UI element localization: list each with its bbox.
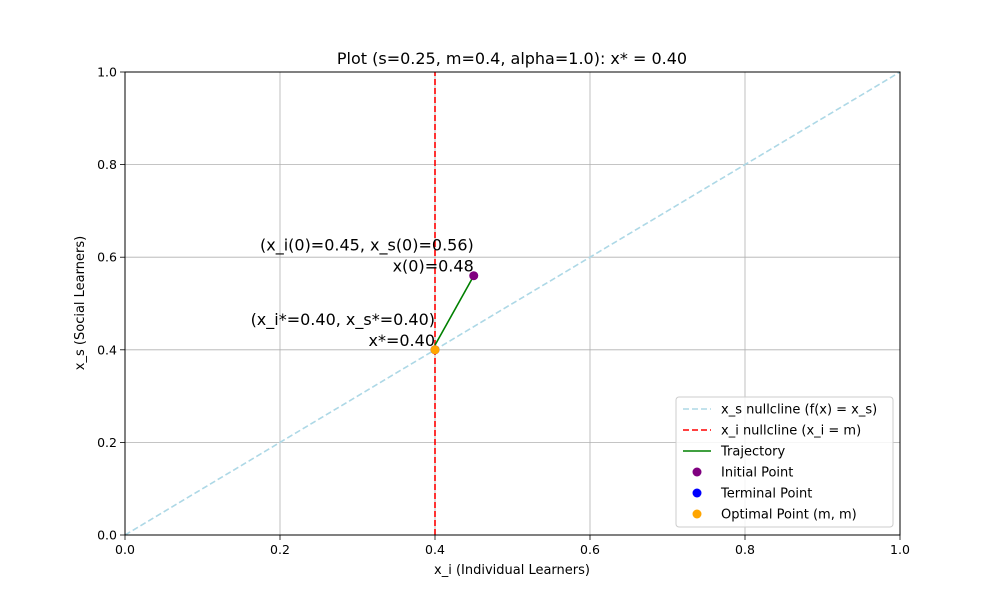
legend-swatch-point (692, 467, 702, 477)
legend-label: Optimal Point (m, m) (721, 508, 857, 523)
series-line-0 (124, 71, 901, 536)
annotation-text: x(0)=0.48 (393, 257, 474, 276)
x-tick-label: 1.0 (890, 542, 910, 557)
legend-label: Terminal Point (720, 487, 812, 502)
axes-frame (124, 71, 901, 536)
data-point-3 (469, 271, 479, 281)
legend-label: Initial Point (721, 466, 793, 481)
x-tick-label: 0.4 (425, 542, 445, 557)
y-tick-label: 0.2 (97, 435, 117, 450)
series-line-2 (434, 275, 475, 346)
x-tick-label: 0.2 (270, 542, 290, 557)
annotation-text: (x_i*=0.40, x_s*=0.40) (251, 310, 435, 330)
legend-swatch-point (692, 488, 702, 498)
legend: x_s nullcline (f(x) = x_s) x_i nullcline … (675, 396, 894, 528)
x-tick-label: 0.8 (735, 542, 755, 557)
data-point-5 (430, 345, 440, 355)
annotations: (x_i(0)=0.45, x_s(0)=0.56)x(0)=0.48 (x_i*… (251, 236, 474, 350)
y-tick-label: 0.6 (97, 250, 117, 265)
legend-swatch-point (692, 509, 702, 519)
y-tick-label: 1.0 (97, 65, 117, 80)
chart-title: Plot (s=0.25, m=0.4, alpha=1.0): x* = 0.… (337, 49, 687, 68)
y-tick-label: 0.8 (97, 157, 117, 172)
x-axis-label: x_i (Individual Learners) (434, 563, 590, 578)
annotation-text: (x_i(0)=0.45, x_s(0)=0.56) (260, 236, 474, 256)
plot-area (124, 71, 901, 536)
x-tick-label: 0.0 (115, 542, 135, 557)
y-tick-label: 0.4 (97, 342, 117, 357)
y-tick-label: 0.0 (97, 528, 117, 543)
legend-label: Trajectory (720, 445, 785, 460)
legend-label: x_s nullcline (f(x) = x_s) (721, 403, 877, 418)
legend-box (675, 396, 894, 528)
y-axis-label: x_s (Social Learners) (73, 236, 88, 370)
ticks: 0.0 0.2 0.4 0.6 0.8 1.0 0.0 0.2 0.4 0.6 0.8 1.0 (97, 65, 910, 558)
x-tick-label: 0.6 (580, 542, 600, 557)
annotation-text: x*=0.40 (369, 331, 436, 350)
legend-label: x_i nullcline (x_i = m) (721, 424, 861, 439)
